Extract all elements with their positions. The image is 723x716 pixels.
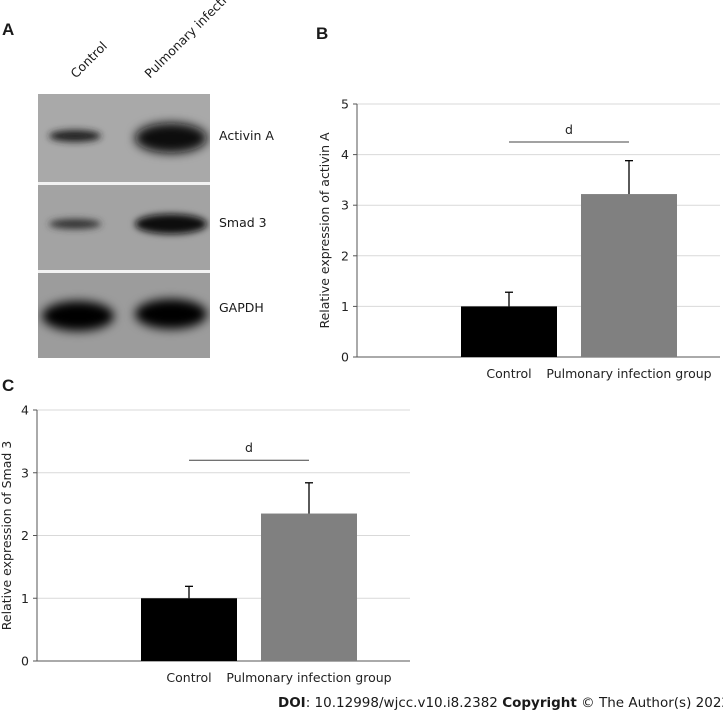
western-blot bbox=[38, 94, 210, 358]
chart-c-ytick-label: 1 bbox=[21, 591, 29, 606]
blot-strip-gapdh bbox=[38, 273, 210, 358]
blot-strip-activin bbox=[38, 94, 210, 182]
blot-strip-smad3 bbox=[38, 185, 210, 270]
chart-c: 0 1 2 3 4 Control Pulmonary infection group d Re… bbox=[0, 403, 410, 685]
chart-b-ytick-label: 0 bbox=[341, 350, 349, 365]
chart-c-bar-infection bbox=[261, 513, 357, 661]
chart-c-significance-label: d bbox=[245, 440, 253, 455]
chart-c-category-label: Control bbox=[166, 670, 211, 685]
panel-c-label: C bbox=[2, 376, 15, 395]
chart-c-ytick-label: 3 bbox=[21, 465, 29, 480]
panel-b-label: B bbox=[316, 24, 329, 43]
band-gapdh-infection bbox=[135, 299, 207, 329]
chart-b-significance-label: d bbox=[565, 122, 573, 137]
chart-b-category-label: Pulmonary infection group bbox=[546, 366, 711, 381]
chart-c-category-label: Pulmonary infection group bbox=[226, 670, 391, 685]
chart-b-bar-infection bbox=[581, 194, 677, 357]
band-smad3-control bbox=[49, 219, 101, 229]
chart-b-ytick-label: 4 bbox=[341, 147, 349, 162]
chart-b-category-label: Control bbox=[486, 366, 531, 381]
chart-b-ytick-label: 2 bbox=[341, 248, 349, 263]
chart-c-y-axis-label: Relative expression of Smad 3 bbox=[0, 441, 14, 630]
blot-row-label-smad3: Smad 3 bbox=[219, 215, 267, 230]
chart-b-bar-control bbox=[461, 306, 557, 357]
blot-lane-label-infection: Pulmonary infection bbox=[141, 0, 241, 82]
band-smad3-infection bbox=[135, 214, 207, 234]
copyright-label: Copyright bbox=[502, 695, 577, 711]
chart-b-y-axis-label: Relative expression of activin A bbox=[317, 132, 332, 328]
chart-c-bar-control bbox=[141, 598, 237, 661]
chart-b: 0 1 2 3 4 5 Control Pulmonary infection group d R… bbox=[317, 97, 720, 381]
blot-lane-label-control: Control bbox=[67, 38, 110, 81]
blot-row-label-gapdh: GAPDH bbox=[219, 300, 264, 315]
chart-c-ytick-label: 4 bbox=[21, 403, 29, 418]
doi-value: : 10.12998/wjcc.v10.i8.2382 bbox=[305, 695, 503, 711]
chart-c-ytick-label: 0 bbox=[21, 654, 29, 669]
chart-b-ytick-label: 5 bbox=[341, 97, 349, 112]
panel-a-label: A bbox=[2, 20, 15, 39]
chart-b-ytick-label: 3 bbox=[341, 198, 349, 213]
doi-label: DOI bbox=[278, 695, 306, 711]
band-activin-infection bbox=[135, 123, 207, 153]
citation-footer: DOI: 10.12998/wjcc.v10.i8.2382 Copyright… bbox=[278, 695, 723, 711]
band-gapdh-control bbox=[42, 301, 114, 331]
band-activin-control bbox=[49, 130, 101, 142]
copyright-value: © The Author(s) 2022. bbox=[576, 695, 723, 711]
chart-c-ytick-label: 2 bbox=[21, 528, 29, 543]
chart-b-ytick-label: 1 bbox=[341, 299, 349, 314]
blot-row-label-activin: Activin A bbox=[219, 128, 274, 143]
